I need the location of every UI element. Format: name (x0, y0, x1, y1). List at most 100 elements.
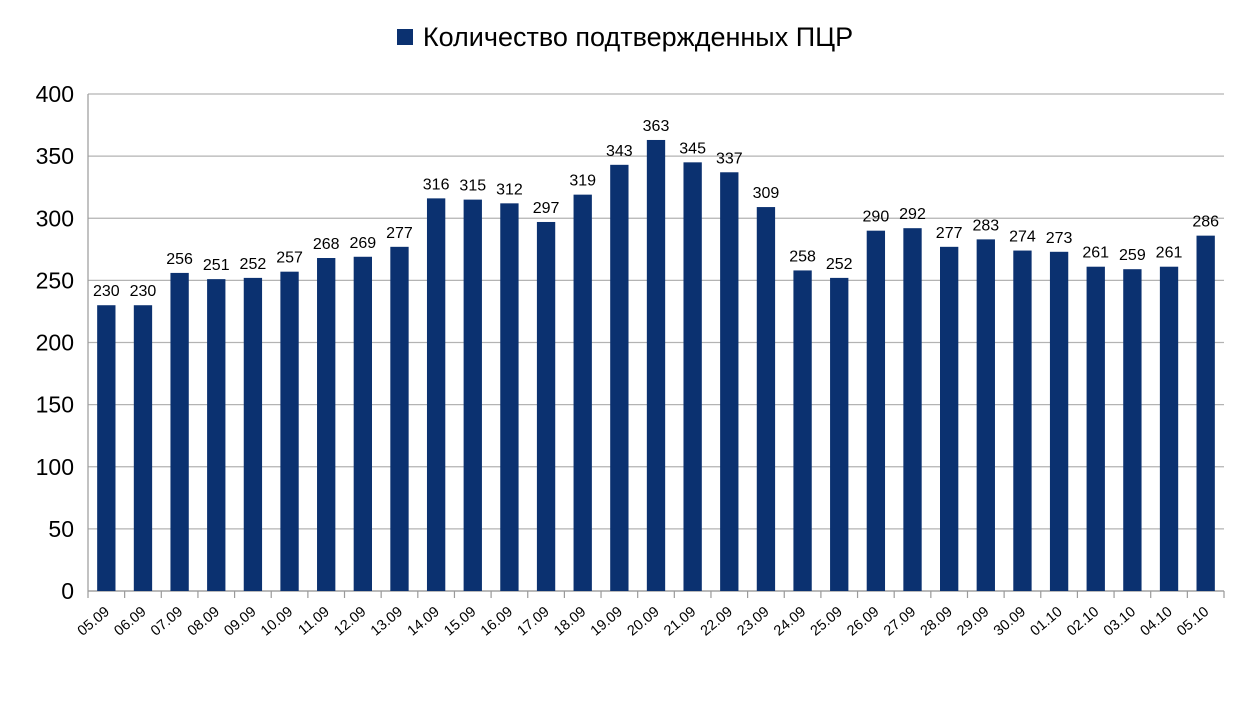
x-tick-label: 27.09 (881, 604, 919, 640)
x-tick-label: 05.10 (1174, 604, 1212, 640)
bar (683, 162, 702, 591)
y-axis-ticks: 0 50 100 150 200 250 300 350 400 (36, 81, 74, 604)
bar (1159, 266, 1179, 591)
data-label: 315 (459, 178, 486, 195)
bar (903, 228, 922, 591)
data-label: 269 (349, 235, 376, 252)
x-tick-label: 23.09 (734, 604, 772, 640)
x-tick-label: 12.09 (331, 604, 369, 640)
x-tick-label: 06.09 (111, 604, 149, 640)
data-label: 286 (1192, 214, 1219, 231)
x-tick-label: 29.09 (954, 604, 992, 640)
x-tick-label: 11.09 (296, 604, 333, 639)
bar (793, 270, 812, 591)
bar (536, 221, 556, 592)
data-label: 319 (569, 173, 596, 190)
data-label: 274 (1009, 229, 1036, 246)
x-tick-label: 19.09 (588, 604, 626, 640)
bar (133, 305, 153, 591)
x-tick-label: 20.09 (624, 604, 662, 640)
bar (720, 172, 739, 591)
data-label: 268 (313, 236, 340, 253)
bar (756, 207, 776, 591)
data-label: 283 (972, 217, 999, 234)
data-label: 252 (240, 256, 267, 273)
y-tick-label: 250 (36, 267, 74, 293)
x-tick-label: 04.10 (1138, 604, 1176, 640)
y-tick-label: 200 (36, 330, 74, 356)
x-tick-label: 02.10 (1064, 604, 1102, 640)
x-tick-label: 21.09 (661, 604, 699, 640)
data-label: 337 (716, 150, 743, 167)
x-tick-label: 18.09 (551, 604, 589, 640)
bar (426, 198, 446, 591)
bar (940, 246, 959, 591)
x-tick-label: 01.10 (1028, 604, 1066, 640)
bar (830, 277, 849, 591)
data-label: 252 (826, 256, 853, 273)
x-tick-label: 22.09 (698, 604, 736, 640)
data-label: 259 (1119, 247, 1146, 264)
bar (646, 139, 666, 591)
y-tick-label: 50 (48, 516, 74, 542)
x-tick-label: 16.09 (478, 604, 516, 640)
y-tick-label: 350 (36, 143, 74, 169)
data-label: 273 (1046, 230, 1073, 247)
x-tick-label: 07.09 (148, 604, 186, 640)
data-label: 363 (643, 118, 670, 135)
bar (463, 199, 482, 592)
x-tick-label: 10.09 (258, 604, 296, 640)
x-tick-label: 03.10 (1101, 604, 1139, 640)
bar (976, 239, 995, 591)
data-label: 261 (1156, 245, 1183, 262)
bar (1196, 235, 1215, 591)
x-tick-label: 26.09 (844, 604, 882, 640)
data-label: 230 (130, 283, 157, 300)
data-label: 290 (863, 209, 890, 226)
bar (866, 230, 886, 592)
x-tick-label: 28.09 (918, 604, 956, 640)
data-label: 309 (753, 185, 780, 202)
bar (390, 246, 409, 591)
y-tick-label: 150 (36, 392, 74, 418)
x-tick-label: 15.09 (441, 604, 479, 640)
x-tick-label: 30.09 (991, 604, 1029, 640)
bar (573, 194, 592, 591)
x-tick-label: 09.09 (221, 604, 259, 640)
data-label: 277 (936, 225, 963, 242)
x-tick-label: 13.09 (368, 604, 406, 640)
y-tick-label: 0 (61, 578, 74, 604)
data-label: 277 (386, 225, 413, 242)
x-tick-label: 17.09 (515, 604, 553, 640)
legend: Количество подтвержденных ПЦР (0, 22, 1250, 53)
data-label: 292 (899, 206, 926, 223)
data-label: 343 (606, 143, 633, 160)
x-tick-label: 08.09 (185, 604, 223, 640)
bar (317, 258, 336, 591)
data-labels: 230 230 256 251 252 257 268 269 277 316 315 312 297 3… (93, 118, 1219, 300)
bars (97, 139, 1215, 592)
x-tick-label: 05.09 (75, 604, 113, 640)
data-label: 257 (276, 250, 303, 267)
legend-label: Количество подтвержденных ПЦР (422, 22, 854, 52)
data-label: 312 (496, 181, 523, 198)
x-tick-label: 24.09 (771, 604, 809, 640)
bar (1123, 269, 1142, 591)
data-label: 297 (533, 200, 560, 217)
y-tick-label: 400 (36, 81, 74, 107)
data-label: 345 (679, 140, 706, 157)
bar (280, 271, 299, 591)
bar (1013, 250, 1032, 591)
y-tick-label: 300 (36, 205, 74, 231)
data-label: 316 (423, 176, 450, 193)
bar (207, 279, 226, 591)
bar (170, 272, 189, 591)
data-label: 251 (203, 257, 230, 274)
data-label: 261 (1082, 245, 1109, 262)
data-label: 258 (789, 248, 816, 265)
bar (243, 277, 263, 591)
bar (353, 256, 372, 591)
x-tick-label: 14.09 (405, 604, 443, 640)
